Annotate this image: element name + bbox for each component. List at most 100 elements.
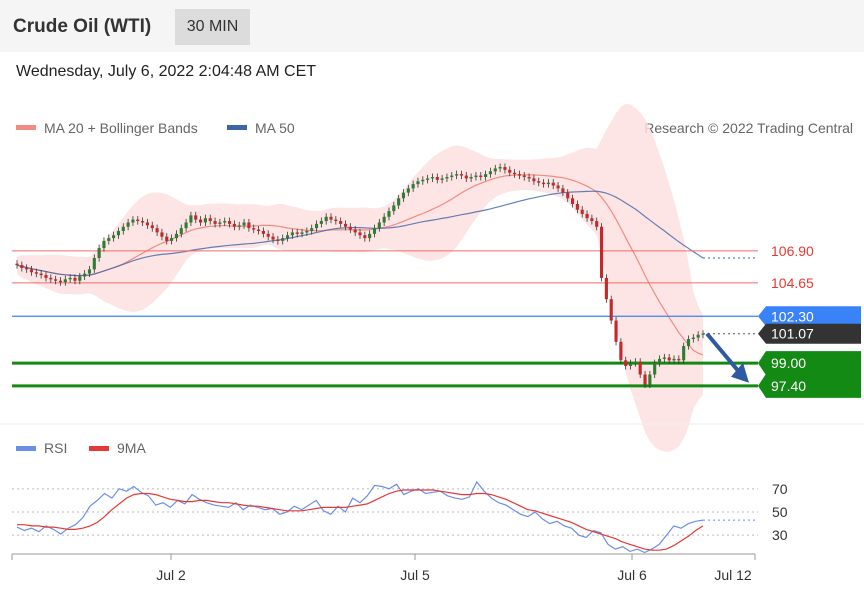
candle-body xyxy=(92,258,96,270)
candle xyxy=(223,217,227,227)
candle xyxy=(619,338,623,364)
candle xyxy=(440,174,444,184)
candle xyxy=(256,226,261,235)
candle-body xyxy=(445,177,449,179)
candle xyxy=(126,218,130,231)
candle xyxy=(382,213,386,227)
candle-body xyxy=(537,181,541,183)
candle-body xyxy=(305,231,309,233)
ma20-legend-swatch xyxy=(16,125,36,130)
forecast-arrow-shaft xyxy=(705,332,741,374)
candle-body xyxy=(556,185,560,189)
chart-header: Crude Oil (WTI) 30 MIN xyxy=(0,0,864,52)
candle xyxy=(585,210,589,222)
candle-body xyxy=(199,219,203,223)
candle xyxy=(426,174,430,184)
candle-body xyxy=(160,232,164,237)
candle xyxy=(83,270,87,281)
candle xyxy=(203,214,207,227)
candle-body xyxy=(189,215,193,223)
rsi-ma-legend-label: 9MA xyxy=(117,440,146,456)
candle-body xyxy=(411,184,415,189)
candle-body xyxy=(353,229,357,233)
candle xyxy=(68,274,72,283)
candle-body xyxy=(368,233,372,239)
candle xyxy=(570,194,575,208)
candle-body xyxy=(479,175,483,177)
candle xyxy=(237,221,241,231)
candle-body xyxy=(266,233,270,237)
candle xyxy=(184,218,188,232)
last-price-label: 101.07 xyxy=(771,326,814,342)
candle-body xyxy=(314,223,319,229)
candle xyxy=(194,211,198,224)
candle xyxy=(445,173,449,182)
candle-body xyxy=(310,228,314,231)
candle-body xyxy=(426,178,430,180)
candle-body xyxy=(691,337,695,339)
rsi-ma-line xyxy=(17,489,704,551)
rsi-tick-label: 70 xyxy=(772,481,788,497)
candle xyxy=(435,173,439,184)
support-tag xyxy=(758,351,861,376)
candle-body xyxy=(614,320,618,342)
candle xyxy=(580,206,584,218)
candle xyxy=(614,316,618,346)
candle-body xyxy=(256,229,261,231)
candle xyxy=(387,207,391,221)
candle xyxy=(542,179,546,188)
candle-body xyxy=(561,188,565,193)
candle xyxy=(281,234,285,245)
candle-body xyxy=(648,374,652,385)
ma50-legend-label: MA 50 xyxy=(255,120,295,136)
candle-body xyxy=(223,221,227,223)
candle-body xyxy=(339,221,343,224)
candle-body xyxy=(252,228,256,230)
candle xyxy=(145,218,150,229)
candle xyxy=(160,228,164,241)
candle-body xyxy=(416,181,420,185)
candle xyxy=(92,254,96,273)
candle xyxy=(329,213,333,224)
candle-body xyxy=(464,175,468,179)
candle xyxy=(503,163,507,174)
candle xyxy=(493,164,497,175)
candle-body xyxy=(406,188,410,193)
candle xyxy=(667,353,671,364)
candle-body xyxy=(170,238,174,241)
candle-body xyxy=(590,218,594,222)
interval-button[interactable]: 30 MIN xyxy=(175,9,250,45)
candle-body xyxy=(232,223,236,227)
candle xyxy=(561,184,565,197)
candle xyxy=(247,218,251,232)
candle-body xyxy=(570,198,575,204)
candle xyxy=(15,260,19,269)
candle xyxy=(150,221,154,232)
candle-body xyxy=(474,175,478,177)
candle xyxy=(227,217,232,228)
rsi-line xyxy=(16,480,704,554)
candle-body xyxy=(503,167,507,170)
candle-body xyxy=(34,272,38,274)
candle-body xyxy=(633,361,637,364)
candle xyxy=(232,220,236,231)
candle xyxy=(595,217,599,231)
candle-body xyxy=(686,339,691,347)
candle-body xyxy=(300,232,304,234)
candle xyxy=(464,172,468,182)
candle xyxy=(430,173,435,182)
candle-body xyxy=(469,177,473,179)
candle-body xyxy=(242,222,246,226)
candle-body xyxy=(628,363,633,366)
candle xyxy=(363,231,367,242)
candle xyxy=(218,218,222,228)
candle-body xyxy=(595,221,599,227)
candle-body xyxy=(73,277,77,281)
candle xyxy=(276,235,280,245)
candle xyxy=(343,220,348,231)
candle-body xyxy=(387,211,391,217)
candle xyxy=(44,271,48,282)
candle xyxy=(155,224,159,236)
candle-body xyxy=(203,218,207,223)
candle xyxy=(310,224,314,235)
